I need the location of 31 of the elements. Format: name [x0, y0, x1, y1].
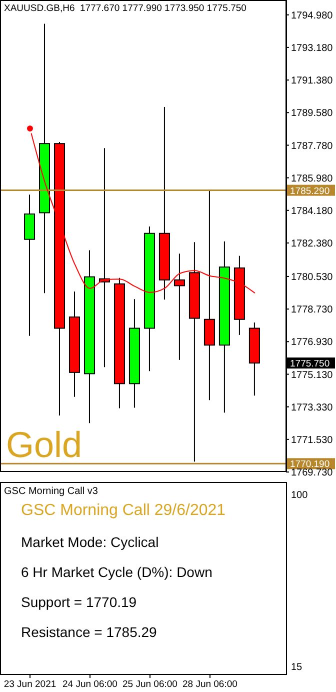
y-tick-label: 1780.530: [291, 272, 334, 284]
y-tick-label: 1771.530: [291, 434, 334, 446]
text: Market Mode: Cyclical: [21, 534, 159, 550]
y-tick-label: 1793.180: [291, 42, 334, 54]
annotation: Gold: [6, 424, 82, 466]
ref-line-label: 1785.290: [290, 186, 330, 197]
y-tick-label: 1784.180: [291, 206, 334, 217]
y-tick-label: 1773.330: [291, 402, 334, 414]
y-tick-label: 1787.780: [291, 140, 334, 152]
y-tick-label: 1782.380: [291, 238, 334, 250]
category-label: 23 Jun 2021: [4, 679, 56, 690]
text: 15: [291, 662, 303, 673]
chart-title: XAUUSD.GB,H6 1777.670 1777.990 1773.950 1775.750: [4, 3, 246, 14]
category-label: 25 Jun 06:00: [122, 679, 178, 690]
text: Resistance = 1785.29: [21, 624, 157, 640]
y-tick-label: 1791.380: [291, 76, 334, 87]
y-tick-label: 1778.730: [291, 304, 334, 316]
y-tick-label: 1775.130: [291, 370, 334, 381]
y-tick-label: 1794.980: [291, 10, 334, 22]
y-tick-label: 1785.980: [291, 173, 334, 184]
y-tick-label: 1769.730: [291, 468, 334, 479]
category-label: 24 Jun 06:00: [62, 679, 118, 690]
text: 100: [291, 490, 308, 501]
text: GSC Morning Call 29/6/2021: [21, 502, 226, 520]
y-tick-label: 1776.930: [291, 337, 334, 348]
text: GSC Morning Call v3: [4, 486, 98, 497]
y-tick-label: 1789.580: [291, 108, 334, 120]
text: 6 Hr Market Cycle (D%): Down: [21, 564, 212, 580]
text: Support = 1770.19: [21, 594, 137, 610]
text: 1775.750: [290, 358, 330, 370]
category-label: 28 Jun 06:00: [182, 679, 238, 690]
